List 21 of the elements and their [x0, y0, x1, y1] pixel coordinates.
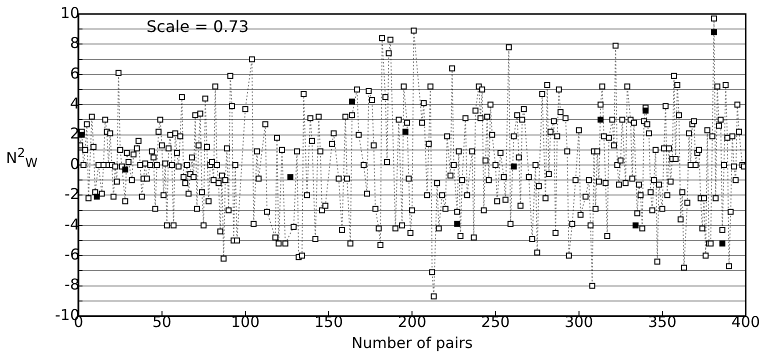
x-axis-title: Number of pairs [352, 334, 473, 352]
x-tick-label: 400 [731, 312, 760, 331]
point [122, 166, 128, 173]
y-tick-label: 4 [70, 94, 80, 112]
y-tick-label: 2 [70, 124, 80, 143]
point [402, 128, 408, 135]
point [632, 222, 639, 228]
point [642, 108, 649, 114]
point [598, 116, 604, 123]
point [78, 132, 85, 138]
point [719, 240, 726, 246]
point [287, 174, 294, 180]
point [454, 220, 460, 227]
point [510, 164, 517, 170]
y-tick-label: -4 [64, 215, 80, 234]
point [349, 98, 356, 105]
point [94, 194, 100, 200]
y-tick-label: 10 [60, 4, 80, 22]
y-tick-label: -2 [64, 185, 80, 204]
point [711, 29, 717, 36]
annotation: Scale = 0.73 [146, 17, 249, 36]
